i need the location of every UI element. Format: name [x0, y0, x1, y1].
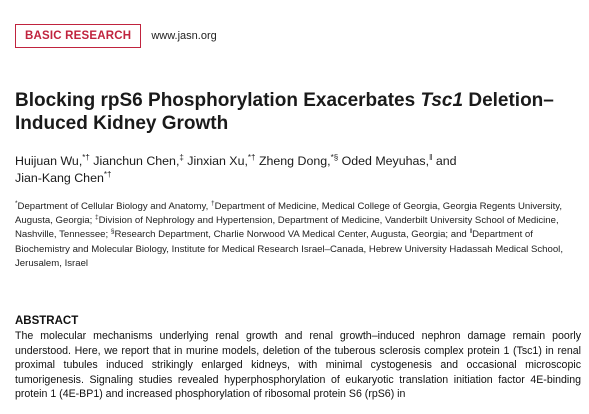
author-list: Huijuan Wu,*† Jianchun Chen,‡ Jinxian Xu…: [15, 153, 575, 187]
affiliation-mark: †: [210, 199, 215, 207]
affiliation-mark: §: [110, 228, 115, 236]
author-name: Jianchun Chen,: [93, 154, 180, 168]
author-affiliation-marks: *§: [330, 152, 339, 162]
author-separator: and: [432, 154, 457, 168]
affiliation-mark: ‡: [95, 214, 99, 222]
author-name: Oded Meyuhas,: [341, 154, 430, 168]
affiliation-text: Department of Biochemistry and Molecular…: [15, 229, 563, 269]
author-affiliation-marks: *†: [82, 152, 90, 162]
affiliation-text: Research Department, Charlie Norwood VA …: [114, 229, 470, 241]
author-name: Jian-Kang Chen: [15, 171, 104, 185]
affiliation-text: Department of Cellular Biology and Anato…: [17, 201, 211, 212]
title-gene-name: Tsc1: [420, 90, 464, 111]
journal-url[interactable]: www.jasn.org: [151, 29, 217, 42]
author-affiliation-marks: *†: [247, 152, 256, 162]
affiliation-mark: ‖: [469, 228, 473, 236]
abstract-text: The molecular mechanisms underlying rena…: [15, 330, 581, 401]
author-affiliation-marks: ‖: [429, 152, 433, 162]
affiliation-text: Department of Medicine, Medical College …: [15, 201, 563, 227]
affiliation-list: *Department of Cellular Biology and Anat…: [15, 200, 581, 271]
article-title: Blocking rpS6 Phosphorylation Exacerbate…: [15, 89, 575, 135]
title-part-2: Deletion–Induced Kidney Growth: [15, 90, 554, 134]
section-badge: BASIC RESEARCH: [15, 23, 142, 48]
title-part-1: Blocking rpS6 Phosphorylation Exacerbate…: [15, 90, 421, 111]
author-name: Zheng Dong,: [258, 154, 331, 168]
abstract-heading: ABSTRACT: [15, 315, 79, 327]
author-affiliation-marks: ‡: [179, 152, 184, 162]
author-affiliation-marks: *†: [103, 169, 112, 179]
affiliation-text: Division of Nephrology and Hypertension,…: [15, 215, 559, 241]
article-header: BASIC RESEARCH www.jasn.org: [15, 23, 217, 48]
author-name: Huijuan Wu,: [15, 154, 83, 168]
author-name: Jinxian Xu,: [187, 154, 248, 168]
affiliation-mark: *: [15, 199, 18, 207]
